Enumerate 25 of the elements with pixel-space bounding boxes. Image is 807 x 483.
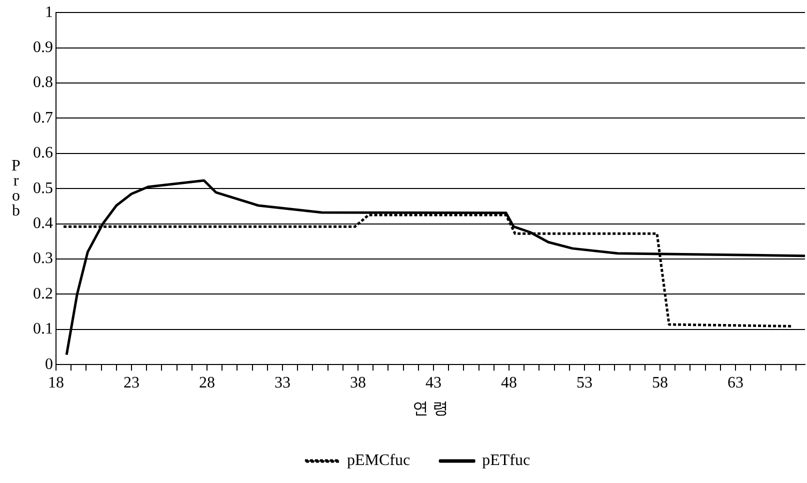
y-tick-label: 0 xyxy=(45,356,53,373)
legend-label: pETfuc xyxy=(482,452,530,470)
x-tick-label: 58 xyxy=(652,374,668,392)
x-tick-label: 53 xyxy=(576,374,593,392)
x-tick-label: 23 xyxy=(124,374,140,392)
y-tick-label: 0.1 xyxy=(33,320,53,338)
x-tick-label: 33 xyxy=(274,374,291,392)
y-tick-label: 0.5 xyxy=(33,180,53,197)
y-tick-label: 0.9 xyxy=(33,39,53,56)
y-tick-label: 0.6 xyxy=(33,144,53,162)
x-tick-label: 28 xyxy=(199,374,216,392)
y-axis-title: Prob xyxy=(12,157,21,220)
x-tick-label: 48 xyxy=(501,374,518,392)
x-axis-title: 연 령 xyxy=(412,400,448,418)
y-tick-label: 0.4 xyxy=(33,215,53,232)
x-tick-label: 38 xyxy=(350,374,366,392)
y-tick-label: 0.8 xyxy=(33,74,53,92)
x-tick-label: 18 xyxy=(48,374,64,392)
legend-label: pEMCfuc xyxy=(346,452,410,470)
y-tick-label: 1 xyxy=(45,4,53,21)
y-tick-label: 0.2 xyxy=(33,285,53,302)
y-tick-label: 0.3 xyxy=(33,250,53,268)
x-tick-label: 43 xyxy=(426,374,442,392)
y-tick-label: 0.7 xyxy=(33,109,53,126)
x-tick-label: 63 xyxy=(728,374,744,392)
